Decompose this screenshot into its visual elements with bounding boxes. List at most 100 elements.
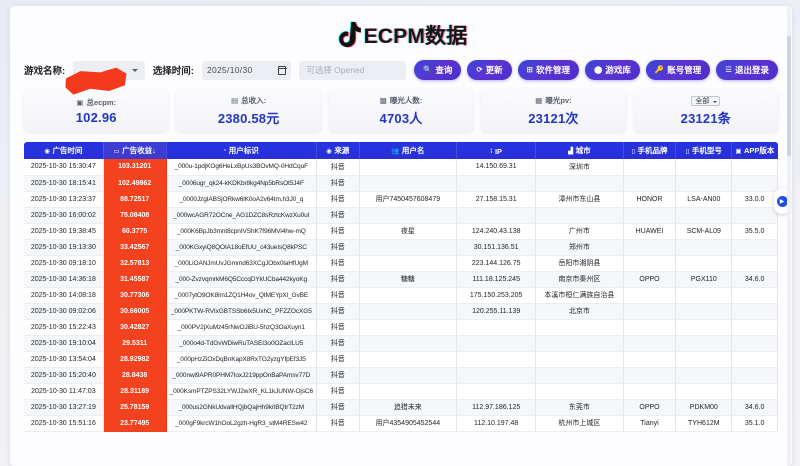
table-row[interactable]: 2025-10-30 09:02:06 30.66005 _000PKTW-RVIx…	[24, 303, 778, 320]
apps-icon: ⊞	[526, 65, 533, 75]
cell-uid: _000KGxyiQ8QOIA18oEfUU_c43ueIsQ8kPSC	[166, 239, 317, 256]
logout-button[interactable]: ☰ 退出登录	[716, 60, 778, 80]
table-row[interactable]: 2025-10-30 16:00:02 75.08408 _000wcAGR72OC…	[24, 207, 778, 224]
cell-model: SCM-AL09	[675, 223, 733, 240]
game-library-button[interactable]: ⬤ 游戏库	[584, 60, 640, 80]
account-manage-button-label: 账号管理	[667, 65, 702, 75]
software-manage-button[interactable]: ⊞ 软件管理	[517, 60, 579, 80]
column-header-revenue[interactable]: ▭ 广告收益↓	[103, 142, 167, 159]
cell-rev: 30.66005	[103, 303, 167, 320]
id-icon: ▫	[223, 147, 227, 154]
cell-ip: 112.10.197.48	[456, 415, 537, 432]
column-label: 城市	[575, 146, 591, 155]
table-row[interactable]: 2025-10-30 14:08:18 30.77306 _0007ytO9OK8l…	[24, 287, 778, 304]
page-scrollbar[interactable]	[787, 6, 791, 466]
cell-ver	[731, 383, 778, 400]
cell-time: 2025-10-30 13:23:37	[24, 191, 104, 208]
table-row[interactable]: 2025-10-30 19:38:45 60.3775 _000K6BpJb3mnt…	[24, 223, 778, 240]
cell-user	[359, 287, 458, 304]
cell-user	[359, 383, 458, 400]
brand-logo: ECPM数据	[335, 20, 468, 50]
cell-ver: 34.6.0	[731, 271, 778, 288]
table-row[interactable]: 2025-10-30 15:22:43 30.42827 _000PV2jXuMz4…	[24, 319, 778, 336]
date-input[interactable]: 2025/10/30	[201, 60, 292, 80]
cell-rev: 25.78159	[103, 399, 167, 416]
column-header-username[interactable]: 👥 用户名	[359, 142, 458, 159]
column-header-source[interactable]: ◉ 来源	[316, 142, 360, 159]
logout-button-label: 退出登录	[734, 65, 769, 75]
cell-uid: _0000JzgIABSjORkw6lK0oA2v64tm,h3J0_q	[166, 191, 317, 208]
table-row[interactable]: 2025-10-30 19:10:04 29.5311 _000o4d-TdGvWD…	[24, 335, 778, 352]
column-header-phone-model[interactable]: ▯ 手机型号	[675, 142, 733, 159]
table-row[interactable]: 2025-10-30 15:51:16 23.77495 _000gF9krcW1h…	[24, 415, 778, 432]
cell-src: 抖音	[316, 319, 360, 336]
cell-uid: _000o4d-TdGvWDiwRuTASEI3o0OZacILU5	[166, 335, 317, 352]
stat-card-label-text: 总ecpm:	[86, 98, 117, 107]
table-row[interactable]: 2025-10-30 13:54:04 28.92982 _000pHzZiOxDq…	[24, 351, 778, 368]
table-body: 2025-10-30 15:30:47 103.31201 _000u-1pdjKO…	[24, 159, 778, 432]
column-header-ip[interactable]: ⁞ IP	[456, 142, 537, 159]
table-row[interactable]: 2025-10-30 13:27:19 25.78159 _000us2GNkUdv…	[24, 399, 778, 416]
cell-ver	[731, 255, 778, 272]
stat-card-value: 2380.58元	[217, 111, 280, 126]
cell-rev: 30.77306	[103, 287, 167, 304]
stat-card-exposure-users: ▩ 曝光人数: 4703人	[328, 90, 474, 132]
money-icon: ▤	[231, 96, 239, 105]
cell-ip: 223.144.126.75	[456, 255, 537, 272]
cell-ip	[456, 175, 537, 192]
cell-uid: _000K6BpJb3mnt8cpnIVShK7f96MVi4hw-mQ	[166, 223, 317, 240]
cell-time: 2025-10-30 19:13:30	[24, 239, 104, 256]
query-button[interactable]: 🔍 查询	[413, 60, 462, 80]
table-row[interactable]: 2025-10-30 18:15:41 102.49862 _0006ugr_qk2…	[24, 175, 778, 192]
column-header-time[interactable]: ◉ 广告时间	[24, 142, 104, 159]
cell-city: 东莞市	[535, 399, 624, 416]
stat-card-total-income: ▤ 总收入: 2380.58元	[176, 90, 321, 132]
cell-rev: 31.45587	[103, 271, 167, 288]
table-row[interactable]: 2025-10-30 19:13:30 33.42567 _000KGxyiQ8QO…	[24, 239, 778, 256]
cell-city: 深圳市	[535, 159, 624, 176]
cell-user	[359, 335, 458, 352]
opened-input[interactable]: 可选择 Opened	[299, 60, 406, 80]
phone-icon: ▯	[685, 147, 690, 155]
stat-card-value: 23121次	[528, 111, 579, 126]
column-header-phone-brand[interactable]: ▯ 手机品牌	[623, 142, 677, 159]
cell-time: 2025-10-30 19:10:04	[24, 335, 104, 352]
cell-user	[359, 255, 458, 272]
coin-icon: ▭	[113, 147, 120, 155]
cell-time: 2025-10-30 14:36:18	[24, 271, 104, 288]
table-row[interactable]: 2025-10-30 11:47:03 28.31189 _000KsmPTZPS3…	[24, 383, 778, 400]
table-row[interactable]: 2025-10-30 15:30:47 103.31201 _000u-1pdjKO…	[24, 159, 778, 176]
cell-uid: _000u-1pdjKOg6HeLxBpUs3BOvMQ-0HdCquF	[166, 159, 317, 176]
refresh-icon: ⟳	[476, 65, 483, 75]
column-header-city[interactable]: ▟ 城市	[535, 142, 624, 159]
table-row[interactable]: 2025-10-30 15:20:40 28.8438 _000nwl9APR0PH…	[24, 367, 778, 384]
update-button-label: 更新	[485, 65, 503, 75]
record-filter-select[interactable]: 全部	[691, 95, 721, 106]
cell-rev: 23.77495	[103, 415, 167, 432]
table-row[interactable]: 2025-10-30 13:23:37 88.72517 _0000JzgIABSj…	[24, 191, 778, 208]
cell-user: 用户7450457608479	[359, 191, 458, 208]
cell-model	[675, 239, 733, 256]
cell-ip: 124.240.43.138	[456, 223, 537, 240]
floating-action-button[interactable]: ▶	[774, 188, 790, 214]
table-row[interactable]: 2025-10-30 14:36:18 31.45587 _000-Zvzvqmrk…	[24, 271, 778, 288]
update-button[interactable]: ⟳ 更新	[467, 60, 512, 80]
cell-ip	[456, 319, 537, 336]
key-icon: 🔑	[654, 65, 665, 75]
calendar-icon[interactable]	[278, 65, 287, 75]
cell-ip	[456, 335, 537, 352]
scrollbar-thumb[interactable]	[787, 36, 791, 156]
stat-card-label-text: 总收入:	[241, 96, 267, 105]
cell-uid: _000-ZvzvqmrkM6Q5CccqDYkUCba442kyoKg	[166, 271, 317, 288]
stat-card-record-count: 全部 23121条	[633, 90, 779, 132]
account-manage-button[interactable]: 🔑 账号管理	[645, 60, 711, 80]
cell-brand: OPPO	[623, 399, 677, 416]
table-row[interactable]: 2025-10-30 09:18:10 32.57813 _000LiOANJmUv…	[24, 255, 778, 272]
date-value: 2025/10/30	[206, 65, 253, 75]
cell-model: PGX110	[675, 271, 733, 288]
column-header-app-version[interactable]: ▣ APP版本	[731, 142, 778, 159]
cell-uid: _000LiOANJmUvJGmmd63XCgJObx0laHfUgM	[166, 255, 317, 272]
cell-uid: _000PKTW-RVIxGBTSSb6Ix5UxhC_PFZZOcXG5	[166, 303, 317, 320]
column-header-user-id[interactable]: ▫ 用户标识	[166, 142, 317, 159]
arrow-circle-icon: ▶	[776, 195, 788, 207]
